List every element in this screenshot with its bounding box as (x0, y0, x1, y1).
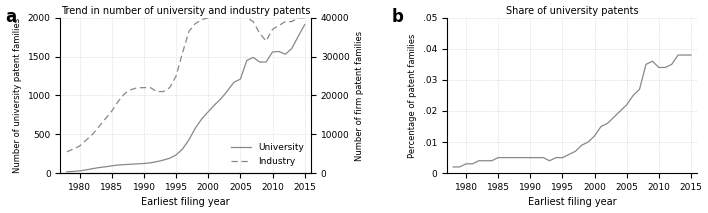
Industry (82, 139, 91, 141)
University (210, 104, 219, 106)
Industry (62, 151, 71, 153)
Industry (133, 86, 142, 89)
Industry (287, 20, 296, 23)
Industry (262, 40, 270, 42)
University (300, 23, 309, 26)
University (275, 50, 283, 53)
Industry (76, 145, 84, 147)
University (262, 61, 270, 63)
Industry (153, 90, 161, 93)
Industry (178, 51, 187, 54)
Industry (256, 32, 264, 35)
Industry (243, 16, 251, 19)
Industry (69, 148, 78, 150)
University (62, 170, 71, 173)
Industry (101, 118, 110, 120)
University (88, 167, 97, 170)
Y-axis label: Number of university patent families: Number of university patent families (13, 18, 22, 173)
Text: b: b (392, 8, 404, 26)
Industry (281, 20, 290, 23)
University (236, 78, 245, 80)
University (217, 97, 225, 100)
Industry (108, 110, 116, 112)
University (172, 154, 181, 156)
Industry (191, 22, 200, 25)
Industry (198, 18, 206, 21)
Industry (249, 20, 258, 23)
University (198, 118, 206, 120)
University (249, 56, 258, 59)
University (146, 161, 154, 164)
Industry (95, 125, 103, 128)
Industry (139, 86, 148, 89)
University (82, 169, 91, 171)
Industry (294, 16, 302, 19)
Industry (185, 30, 193, 33)
University (153, 160, 161, 163)
Line: Industry: Industry (67, 14, 304, 152)
Text: a: a (5, 8, 16, 26)
University (256, 61, 264, 63)
Legend: University, Industry: University, Industry (228, 141, 307, 169)
University (243, 59, 251, 62)
Industry (127, 88, 135, 91)
University (185, 138, 193, 141)
Industry (275, 24, 283, 27)
Industry (210, 14, 219, 17)
University (229, 81, 238, 83)
University (133, 163, 142, 165)
X-axis label: Earliest filing year: Earliest filing year (527, 197, 617, 207)
University (204, 111, 212, 113)
Industry (146, 86, 154, 89)
Title: Share of university patents: Share of university patents (506, 6, 639, 16)
Y-axis label: Number of firm patent families: Number of firm patent families (355, 30, 364, 161)
University (287, 47, 296, 50)
Industry (229, 14, 238, 17)
University (178, 148, 187, 150)
University (223, 89, 232, 92)
Industry (114, 100, 122, 102)
University (69, 170, 78, 173)
Y-axis label: Percentage of patent families: Percentage of patent families (408, 33, 417, 158)
Industry (223, 14, 232, 17)
University (159, 159, 168, 161)
Line: University: University (67, 25, 304, 172)
University (139, 162, 148, 165)
University (101, 166, 110, 168)
Industry (159, 90, 168, 93)
Industry (166, 86, 174, 89)
Industry (204, 16, 212, 19)
Industry (120, 92, 129, 95)
Industry (172, 75, 181, 77)
University (268, 51, 277, 53)
University (114, 164, 122, 166)
University (108, 164, 116, 167)
University (166, 157, 174, 160)
University (127, 163, 135, 166)
Industry (300, 16, 309, 19)
University (294, 35, 302, 38)
Industry (88, 133, 97, 136)
Industry (268, 28, 277, 31)
Industry (217, 16, 225, 19)
X-axis label: Earliest filing year: Earliest filing year (142, 197, 230, 207)
Title: Trend in number of university and industry patents: Trend in number of university and indust… (61, 6, 310, 16)
University (281, 53, 290, 56)
University (95, 166, 103, 169)
University (120, 163, 129, 166)
University (76, 170, 84, 172)
Industry (236, 13, 245, 15)
University (191, 127, 200, 129)
